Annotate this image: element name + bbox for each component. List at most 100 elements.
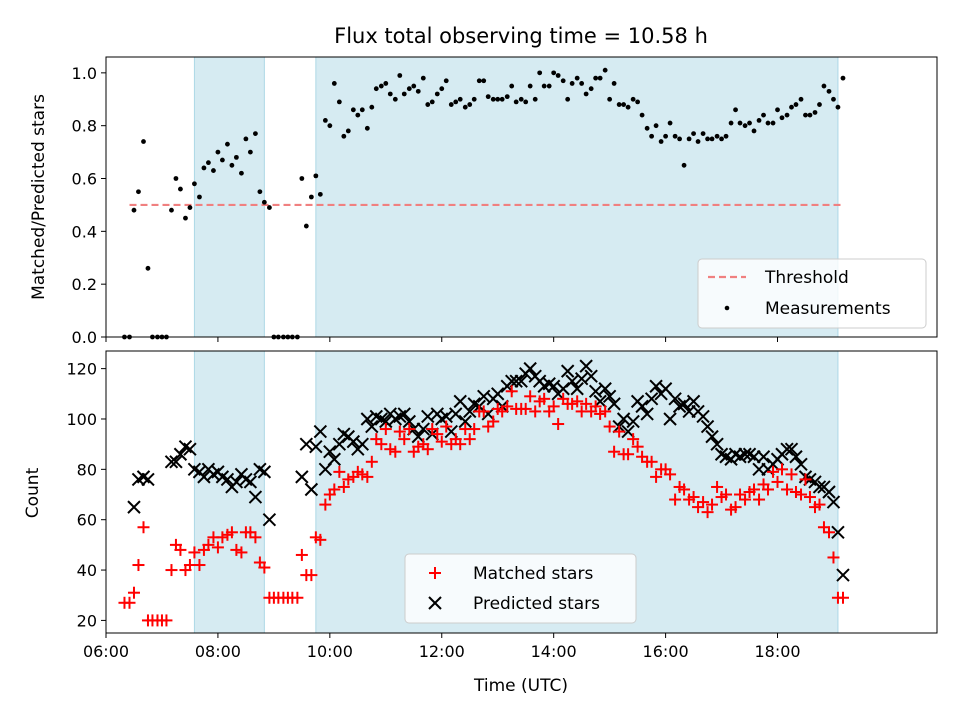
predicted-star-markers (127, 359, 850, 582)
matched-star-marker (132, 559, 145, 572)
measurement-point (411, 83, 417, 89)
predicted-star-marker (416, 422, 430, 436)
matched-star-marker (356, 468, 369, 481)
matched-star-marker (781, 483, 794, 496)
matched-star-marker (697, 496, 710, 509)
matched-star-marker (813, 498, 826, 511)
measurement-point (616, 102, 622, 107)
measurement-point (443, 78, 449, 84)
predicted-star-marker (546, 379, 561, 393)
predicted-star-marker (644, 392, 659, 406)
measurement-point (812, 110, 818, 115)
matched-star-marker (230, 543, 243, 556)
measurement-point (574, 75, 580, 81)
matched-star-marker (799, 473, 812, 486)
matched-star-marker (463, 433, 476, 446)
measurement-point (192, 181, 197, 187)
matched-star-marker (431, 428, 444, 441)
y-tick-label: 1.0 (72, 64, 97, 83)
matched-star-marker (295, 548, 308, 561)
measurement-point (225, 141, 230, 147)
matched-star-marker (225, 526, 238, 539)
matched-star-marker (487, 415, 500, 428)
matched-star-marker (174, 543, 187, 556)
measurement-point (663, 133, 668, 139)
measurement-point (387, 91, 393, 97)
predicted-star-marker (598, 382, 612, 396)
y-tick-label: 80 (77, 460, 97, 479)
measurement-point (681, 162, 687, 168)
measurement-point (621, 102, 627, 107)
predicted-star-marker (822, 485, 836, 499)
matched-star-marker (636, 450, 649, 463)
matched-star-marker (753, 493, 766, 506)
predicted-star-marker (574, 371, 589, 386)
measurement-point (695, 139, 701, 144)
matched-star-marker (211, 541, 224, 554)
predicted-star-marker (635, 399, 649, 414)
predicted-star-marker (686, 394, 701, 409)
measurement-point (527, 83, 533, 89)
matched-star-marker (216, 531, 229, 544)
measurement-point (136, 189, 141, 195)
x-tick-label: 12:00 (419, 642, 465, 661)
predicted-star-marker (649, 379, 663, 393)
measurement-point (378, 83, 384, 89)
predicted-star-marker (477, 389, 491, 404)
matched-star-marker (627, 433, 640, 446)
predicted-star-marker (668, 392, 682, 406)
x-tick-label: 18:00 (754, 642, 800, 661)
y-tick-label: 0.0 (72, 328, 97, 347)
predicted-star-marker (411, 429, 425, 444)
predicted-star-marker (355, 437, 370, 451)
chart-title: Flux total observing time = 10.58 h (334, 24, 708, 48)
matched-star-marker (767, 465, 780, 478)
predicted-star-marker (700, 419, 715, 434)
measurement-point (742, 123, 748, 129)
matched-legend-label: Matched stars (473, 564, 593, 584)
x-tick-label: 10:00 (307, 642, 353, 661)
predicted-star-marker (327, 452, 342, 466)
matched-star-marker (622, 448, 635, 461)
measurement-point (453, 99, 459, 105)
matched-star-marker (822, 526, 835, 539)
matched-star-marker (496, 405, 509, 418)
predicted-star-marker (365, 419, 379, 434)
predicted-star-marker (747, 450, 761, 464)
measurement-point (691, 131, 696, 137)
matched-star-marker (426, 423, 439, 436)
ratio-x-ticks (105, 337, 779, 342)
measurement-point (308, 194, 314, 200)
measurement-point (555, 73, 561, 78)
matched-star-marker (342, 473, 355, 486)
matched-star-marker (435, 435, 448, 448)
predicted-star-marker (463, 404, 477, 419)
count-y-ticks: 20 40 60 80 100 120 (66, 360, 106, 630)
matched-star-marker (123, 596, 136, 609)
measurement-point (331, 81, 337, 86)
predicted-star-marker (313, 424, 328, 439)
matched-star-marker (337, 480, 350, 493)
predicted-star-marker (509, 374, 523, 388)
measurement-point (169, 207, 174, 213)
measurement-point (719, 136, 724, 142)
predicted-star-marker (504, 374, 519, 388)
measurement-point (728, 120, 734, 126)
matched-star-marker (795, 488, 808, 501)
predicted-star-marker (323, 445, 337, 459)
predicted-star-marker (710, 437, 724, 451)
matched-star-marker (789, 486, 802, 498)
measurement-point (840, 75, 846, 81)
measurement-point (565, 96, 571, 102)
matched-star-marker (836, 591, 849, 604)
matched-star-marker (701, 506, 714, 519)
measurement-point (215, 149, 221, 155)
matched-star-marker (594, 407, 607, 420)
measurement-point (602, 67, 608, 73)
observing-window (193, 56, 265, 338)
matched-star-marker (361, 470, 374, 483)
x-tick-label: 08:00 (195, 642, 241, 661)
x-tick-label: 06:00 (83, 642, 129, 661)
matched-star-marker (613, 425, 626, 438)
